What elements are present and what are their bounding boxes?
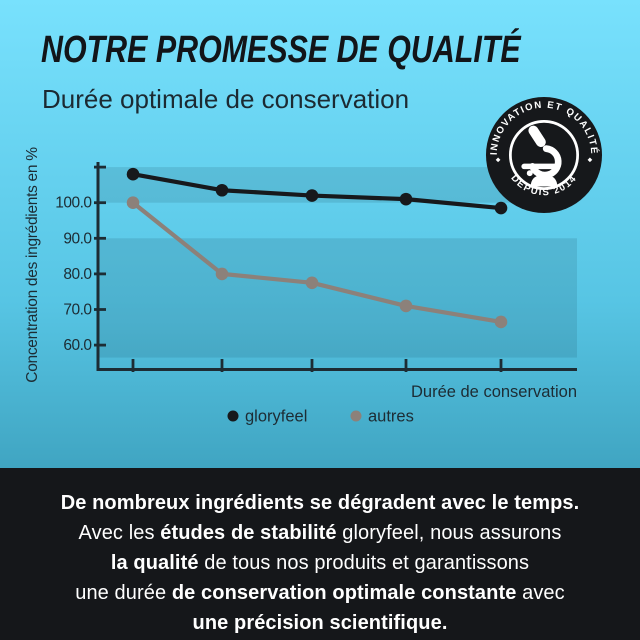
microscope-icon — [521, 125, 562, 187]
footer-bold-segment: la qualité — [110, 552, 199, 574]
y-axis-title: Concentration des ingrédients en % — [24, 147, 41, 383]
legend-label-autres: autres — [368, 408, 414, 426]
badge-inner-ring — [508, 119, 580, 191]
y-tick-label: 90.0 — [63, 230, 92, 247]
footer-line: Avec les études de stabilité gloryfeel, … — [0, 518, 640, 548]
footer-panel: De nombreux ingrédients se dégradent ave… — [0, 468, 640, 640]
legend-dot-autres — [350, 410, 362, 422]
legend-label-gloryfeel: gloryfeel — [245, 408, 307, 426]
footer-segment: gloryfeel, nous assurons — [336, 522, 562, 544]
page-subtitle: Durée optimale de conservation — [42, 84, 410, 114]
chart-shaded-band — [98, 238, 577, 358]
footer-line: une précision scientifique. — [0, 608, 640, 638]
quality-badge: INNOVATION ET QUALITÉ DEPUIS 2014 — [485, 96, 603, 214]
y-tick-label: 60.0 — [63, 337, 92, 354]
footer-text: De nombreux ingrédients se dégradent ave… — [0, 488, 640, 638]
footer-line: une durée de conservation optimale const… — [0, 578, 640, 608]
chart-point-autres — [215, 267, 229, 281]
footer-bold-segment: une précision scientifique. — [192, 612, 448, 634]
y-tick-label: 80.0 — [63, 266, 92, 283]
footer-bold-segment: de conservation optimale constante — [171, 582, 517, 604]
footer-segment: Avec les — [78, 522, 161, 544]
chart-point-gloryfeel — [215, 183, 229, 197]
badge-left-diamond — [495, 157, 501, 163]
y-tick-label: 70.0 — [63, 302, 92, 319]
chart-point-autres — [305, 276, 319, 290]
chart-point-gloryfeel — [305, 189, 319, 202]
chart-point-gloryfeel — [494, 201, 508, 215]
chart-point-autres — [126, 196, 140, 209]
footer-bold-segment: études de stabilité — [160, 522, 337, 544]
page-title: NOTRE PROMESSE DE QUALITÉ — [41, 29, 521, 71]
footer-line: la qualité de tous nos produits et garan… — [0, 548, 640, 578]
chart-point-gloryfeel — [126, 167, 140, 181]
chart-point-gloryfeel — [399, 192, 413, 206]
footer-line: De nombreux ingrédients se dégradent ave… — [0, 488, 640, 518]
y-tick-label: 100.0 — [55, 195, 92, 212]
chart-point-autres — [494, 315, 508, 329]
footer-segment: de tous nos produits et garantissons — [198, 552, 530, 574]
footer-segment: une durée — [75, 582, 172, 604]
line-chart: 60.0 70.0 80.0 90.0 100.0 Concentration des i… — [24, 147, 577, 426]
x-axis-title: Durée de conservation — [411, 383, 577, 401]
chart-point-autres — [399, 299, 413, 313]
badge-circle — [485, 96, 603, 214]
footer-bold-segment: De nombreux ingrédients se dégradent ave… — [60, 492, 580, 514]
header: NOTRE PROMESSE DE QUALITÉ Durée optimale… — [41, 29, 640, 114]
footer-segment: avec — [516, 582, 565, 604]
legend-dot-gloryfeel — [227, 410, 239, 422]
badge-right-diamond — [587, 157, 593, 163]
